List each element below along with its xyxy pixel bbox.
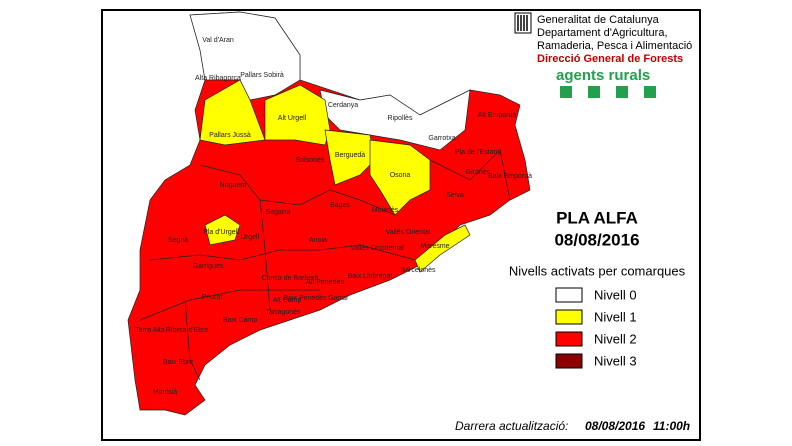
comarca-label: Vallès Occidental: [350, 245, 404, 252]
header-line: Ramaderia, Pesca i Alimentació: [537, 40, 692, 52]
comarca-label: Garrotxa: [428, 135, 455, 142]
comarca-label: Solsonès: [296, 157, 325, 164]
plan-date: 08/08/2016: [554, 230, 639, 249]
legend-label: Nivell 3: [594, 353, 637, 368]
comarca-label: Terra Alta: [135, 327, 165, 334]
border: [139, 289, 320, 321]
legend-swatch: [555, 331, 583, 347]
brand: agents rurals: [556, 67, 650, 84]
legend-title: Nivells activats per comarques: [509, 263, 686, 278]
comarca-label: Vallès Oriental: [385, 229, 430, 236]
comarca-label: Conca de Barberà: [262, 275, 319, 282]
comarca-label: Ribera d'Ebre: [166, 327, 209, 334]
region-yellow: [414, 224, 471, 273]
comarca-label: Barcelonès: [400, 267, 436, 274]
catalonia-map: [127, 11, 531, 416]
comarca-label: Bages: [330, 202, 350, 209]
footer-date: 08/08/2016: [585, 419, 645, 433]
legend-label: Nivell 2: [594, 331, 637, 346]
comarca-label: Noguera: [220, 182, 247, 189]
comarca-label: Anoia: [309, 237, 327, 244]
region-yellow: [369, 139, 431, 216]
region-white-east: [319, 89, 471, 151]
border: [429, 149, 511, 201]
comarca-label: Osona: [390, 172, 411, 179]
comarca-label: Segarra: [266, 209, 291, 216]
comarca-label: Alt Empordà: [478, 112, 517, 119]
comarca-label: Baix Llobregat: [348, 273, 393, 280]
comarca-label: Baix Ebre: [163, 359, 193, 366]
border: [259, 199, 271, 311]
comarca-label: Alt Camp: [273, 297, 302, 304]
legend: Nivell 0 Nivell 1 Nivell 2 Nivell 3: [555, 287, 637, 369]
comarca-label: Alt Urgell: [278, 115, 307, 122]
comarca-label: Pallars Sobirà: [240, 72, 284, 79]
comarca-label: Garrigues: [193, 263, 224, 270]
comarca-label: Gironès: [466, 169, 491, 176]
footer-time: 11:00h: [653, 419, 690, 433]
header-line: Departament d'Agricultura,: [537, 27, 668, 39]
brand-square: [560, 86, 572, 98]
legend-label: Nivell 1: [594, 309, 637, 324]
header-line: Generalitat de Catalunya: [537, 14, 660, 26]
comarca-label: Segrià: [168, 237, 188, 244]
comarca-label: Baix Penedès: [283, 295, 327, 302]
comarca-label: Selva: [446, 192, 464, 199]
comarca-label: Berguedà: [335, 152, 365, 159]
region-white-west: [189, 11, 301, 101]
logo: [514, 12, 532, 34]
logo-bars: [517, 15, 528, 31]
comarca-label: Pla de l'Estany: [455, 149, 502, 156]
comarca-label: Alt Penedès: [306, 279, 344, 286]
plan-title: PLA ALFA: [556, 208, 638, 227]
region-yellow: [204, 214, 241, 246]
comarca-label: Tarragonès: [265, 309, 301, 316]
brand-square: [588, 86, 600, 98]
comarca-label: Pallars Jussà: [209, 132, 251, 139]
comarca-label: Moianès: [372, 207, 399, 214]
comarca-label: Urgell: [241, 234, 260, 241]
comarca-label: Baix Camp: [223, 317, 257, 324]
comarca-label: Alta Ribagorça: [195, 75, 241, 82]
comarca-label: Ripollès: [388, 115, 413, 122]
comarca-label: Cerdanya: [328, 102, 358, 109]
region-yellow: [324, 129, 376, 186]
legend-swatch: [555, 287, 583, 303]
comarca-label: Montsià: [153, 389, 178, 396]
brand-square: [644, 86, 656, 98]
brand-square: [616, 86, 628, 98]
border: [199, 164, 396, 216]
comarca-label: Maresme: [420, 243, 449, 250]
directorate: Direcció General de Forests: [537, 53, 683, 65]
comarca-label: Garraf: [328, 295, 348, 302]
border: [149, 244, 416, 261]
legend-swatch: [555, 309, 583, 325]
brand-squares: [560, 86, 656, 98]
border: [184, 299, 201, 381]
comarca-label: Val d'Aran: [202, 37, 234, 44]
comarca-label: Priorat: [202, 294, 223, 301]
comarca-label: Pla d'Urgell: [203, 229, 239, 236]
footer-label: Darrera actualització:: [455, 419, 568, 433]
legend-swatch: [555, 353, 583, 369]
comarca-label: Baix Empordà: [488, 173, 532, 180]
legend-label: Nivell 0: [594, 287, 637, 302]
